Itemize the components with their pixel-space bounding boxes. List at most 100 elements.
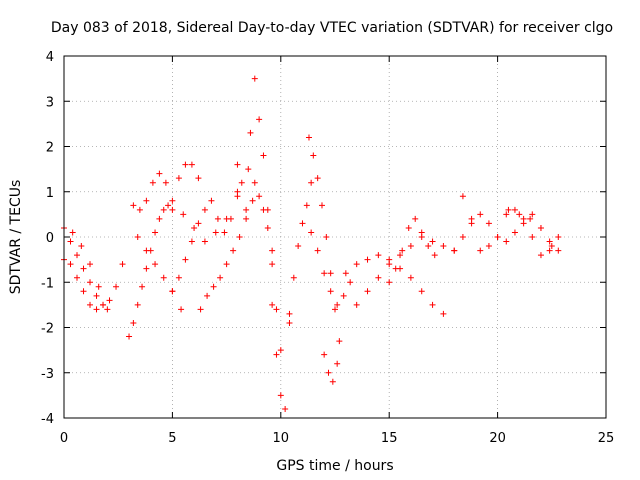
data-point	[418, 229, 425, 236]
data-point	[136, 206, 143, 213]
data-points	[61, 75, 562, 412]
data-point	[327, 288, 334, 295]
data-point	[440, 243, 447, 250]
series-track-f	[134, 234, 185, 313]
data-point	[74, 252, 81, 259]
data-point	[364, 256, 371, 263]
data-point	[93, 292, 100, 299]
y-tick-label: -2	[41, 322, 54, 337]
data-point	[529, 234, 536, 240]
y-tick-label: 1	[46, 186, 54, 201]
data-point	[212, 229, 219, 236]
data-point	[156, 215, 163, 222]
series-track-e	[130, 161, 202, 213]
y-tick-label: -4	[41, 412, 54, 427]
x-tick-label: 10	[273, 431, 290, 446]
data-point	[236, 234, 243, 240]
data-point	[273, 306, 280, 313]
data-point	[175, 175, 182, 182]
data-point	[397, 252, 404, 259]
data-point	[334, 360, 341, 367]
y-tick-label: -1	[41, 276, 54, 291]
data-point	[555, 234, 562, 240]
data-point	[511, 206, 518, 213]
data-point	[245, 166, 252, 173]
data-point	[260, 152, 267, 159]
data-point	[305, 134, 312, 141]
data-point	[175, 274, 182, 281]
data-point	[69, 229, 76, 236]
data-point	[264, 224, 271, 231]
data-point	[399, 247, 406, 254]
x-tick-label: 15	[381, 431, 398, 446]
data-point	[243, 215, 250, 222]
data-point	[277, 392, 284, 399]
data-point	[130, 319, 137, 326]
data-point	[182, 256, 189, 263]
data-point	[310, 152, 317, 159]
data-point	[440, 310, 447, 317]
data-point	[290, 274, 297, 281]
data-point	[364, 288, 371, 295]
data-point	[459, 234, 466, 240]
data-point	[529, 211, 536, 218]
data-point	[106, 297, 113, 304]
series-track-l	[269, 301, 293, 412]
series-track-u	[459, 193, 562, 259]
data-point	[134, 301, 141, 308]
series-track-r	[353, 234, 458, 308]
data-point	[204, 292, 211, 299]
data-point	[375, 274, 382, 281]
data-point	[67, 261, 74, 268]
data-point	[80, 265, 87, 272]
data-point	[247, 129, 254, 136]
series-track-t	[451, 211, 562, 254]
data-point	[340, 292, 347, 299]
data-point	[412, 215, 419, 222]
data-point	[555, 247, 562, 254]
data-point	[418, 288, 425, 295]
plot-frame	[63, 55, 607, 419]
data-point	[329, 378, 336, 385]
data-point	[243, 206, 250, 213]
data-point	[342, 270, 349, 277]
data-point	[126, 333, 133, 340]
y-tick-label: 4	[46, 50, 54, 65]
data-point	[210, 283, 217, 290]
data-point	[169, 206, 176, 213]
data-point	[80, 288, 87, 295]
data-point	[269, 247, 276, 254]
data-point	[520, 215, 527, 222]
data-point	[386, 261, 393, 268]
data-point	[548, 243, 555, 250]
data-point	[251, 75, 258, 82]
series-track-j	[234, 75, 276, 254]
data-point	[223, 261, 230, 268]
data-point	[269, 261, 276, 268]
data-point	[87, 261, 94, 268]
data-point	[295, 243, 302, 250]
data-point	[182, 161, 189, 168]
data-point	[234, 161, 241, 168]
data-point	[178, 306, 185, 313]
data-point	[256, 116, 263, 123]
data-point	[143, 197, 150, 204]
data-point	[256, 193, 263, 200]
data-point	[286, 310, 293, 317]
data-point	[314, 247, 321, 254]
data-point	[392, 265, 399, 272]
data-point	[160, 206, 167, 213]
data-point	[546, 247, 553, 254]
data-point	[223, 215, 230, 222]
axis-ticks: 0 5 10 15 20 25 -4 -3 -2 -1 0 1 2 3 4	[41, 50, 614, 446]
data-point	[405, 224, 412, 231]
data-point	[503, 238, 510, 245]
data-point	[214, 215, 221, 222]
data-point	[238, 179, 245, 186]
data-point	[169, 197, 176, 204]
x-tick-label: 25	[598, 431, 615, 446]
data-point	[139, 283, 146, 290]
data-point	[323, 234, 330, 240]
data-point	[286, 319, 293, 326]
